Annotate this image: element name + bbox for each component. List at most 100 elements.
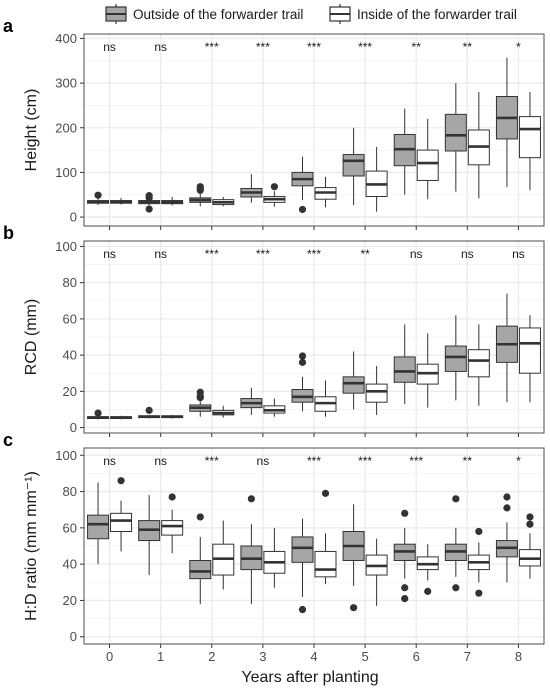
x-tick-label: 1: [157, 649, 164, 664]
y-tick-label: 100: [55, 165, 77, 180]
box-c-inside-1: [161, 493, 184, 554]
outlier-point: [401, 509, 409, 517]
box-b-inside-8: [518, 315, 541, 403]
significance-label: **: [463, 40, 473, 54]
box-c-inside-4: [314, 489, 337, 585]
box-c-inside-7: [467, 527, 490, 597]
outlier-point: [526, 520, 534, 528]
outlier-point: [452, 495, 460, 503]
box-a-outside-3: [240, 174, 263, 203]
box-b-outside-6: [393, 324, 416, 405]
box-body: [444, 345, 467, 372]
box-a-inside-5: [365, 146, 388, 212]
box-body: [110, 512, 133, 532]
box-c-inside-3: [263, 527, 286, 588]
box-b-outside-8: [495, 293, 518, 403]
box-a-outside-5: [342, 127, 365, 206]
box-a-outside-2: [189, 183, 212, 207]
box-a-outside-8: [495, 57, 518, 188]
box-body: [291, 536, 314, 563]
box-body: [342, 154, 365, 177]
significance-label: ns: [154, 247, 167, 261]
box-b-outside-0: [87, 409, 110, 420]
outlier-point: [503, 504, 511, 512]
outlier-point: [298, 205, 307, 214]
significance-label: ns: [257, 454, 270, 468]
y-axis-label: H:D ratio (mm mm⁻¹): [23, 471, 40, 621]
significance-label: *: [516, 454, 521, 468]
outlier-point: [145, 406, 153, 414]
outlier-point: [196, 394, 204, 402]
y-tick-label: 100: [55, 448, 77, 463]
outlier-point: [526, 513, 534, 521]
outlier-point: [94, 191, 102, 199]
significance-label: ns: [103, 40, 116, 54]
box-b-outside-1: [138, 406, 161, 419]
outlier-point: [196, 186, 204, 194]
box-body: [518, 327, 541, 374]
significance-label: ***: [358, 454, 372, 468]
significance-label: ***: [409, 454, 423, 468]
legend-label: Outside of the forwarder trail: [133, 7, 303, 22]
box-body: [467, 349, 490, 378]
x-tick-label: 6: [413, 649, 420, 664]
x-axis-label: Years after planting: [241, 669, 378, 686]
box-b-inside-3: [263, 398, 286, 417]
box-c-outside-2: [189, 513, 212, 605]
box-c-outside-7: [444, 495, 467, 592]
outlier-point: [475, 527, 483, 536]
x-tick-label: 3: [259, 649, 266, 664]
panel-label: a: [3, 16, 14, 36]
box-c-outside-5: [342, 504, 365, 612]
significance-label: ***: [307, 454, 321, 468]
box-c-outside-6: [393, 509, 416, 603]
outlier-point: [350, 604, 358, 612]
box-a-outside-0: [87, 191, 110, 206]
outlier-point: [401, 584, 409, 592]
box-body: [416, 149, 439, 181]
box-a-inside-4: [314, 176, 337, 208]
outlier-point: [196, 513, 204, 521]
box-c-outside-1: [138, 495, 161, 576]
x-tick-label: 2: [208, 649, 215, 664]
box-c-inside-8: [518, 513, 541, 579]
x-tick-label: 8: [515, 649, 522, 664]
outlier-point: [298, 358, 307, 366]
box-c-inside-0: [110, 477, 133, 552]
significance-label: ns: [103, 454, 116, 468]
y-tick-label: 400: [55, 31, 77, 46]
box-c-inside-2: [212, 520, 235, 590]
y-tick-label: 40: [63, 348, 77, 363]
legend: Outside of the forwarder trail Inside of …: [105, 4, 517, 24]
box-c-inside-5: [365, 538, 388, 606]
panel-label: b: [3, 223, 14, 243]
significance-label: ***: [256, 40, 270, 54]
box-b-inside-1: [161, 414, 184, 419]
outlier-point: [247, 495, 255, 503]
significance-label: ***: [307, 247, 321, 261]
box-b-outside-5: [342, 351, 365, 410]
significance-label: **: [412, 40, 422, 54]
outlier-point: [424, 587, 432, 595]
y-tick-label: 20: [63, 384, 77, 399]
panel-border: [83, 240, 545, 434]
box-b-inside-2: [212, 405, 235, 418]
y-axis-label: Height (cm): [23, 89, 40, 172]
box-body: [444, 113, 467, 152]
box-b-inside-0: [110, 415, 133, 420]
significance-label: ns: [461, 247, 474, 261]
y-tick-label: 60: [63, 311, 77, 326]
outlier-point: [298, 352, 307, 360]
box-a-inside-6: [416, 118, 439, 200]
box-body: [393, 356, 416, 383]
box-body: [314, 550, 337, 578]
box-b-inside-5: [365, 365, 388, 415]
panel-border: [83, 33, 545, 227]
y-tick-label: 0: [70, 420, 77, 435]
box-c-outside-8: [495, 493, 518, 583]
y-tick-label: 20: [63, 593, 77, 608]
